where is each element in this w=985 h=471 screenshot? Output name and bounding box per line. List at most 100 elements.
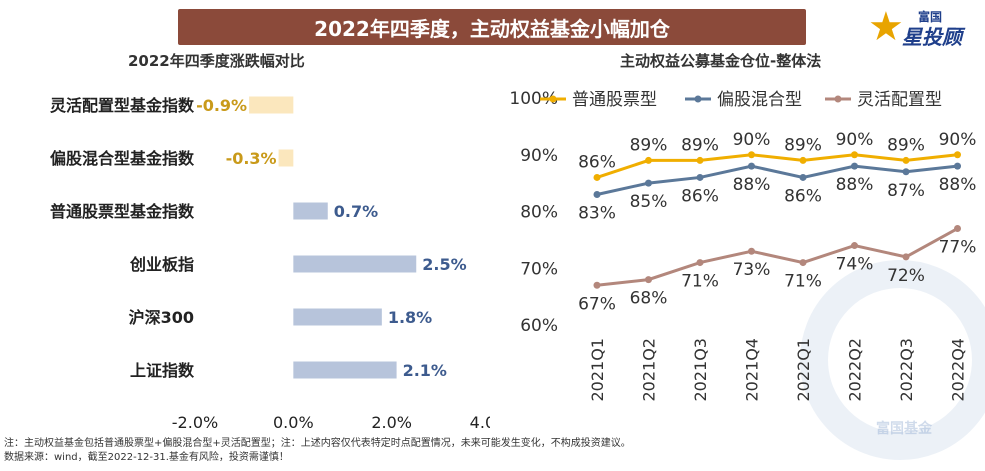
point-2-6 (902, 253, 910, 261)
data-label: 72% (887, 266, 925, 286)
bar-3 (293, 255, 417, 273)
bar-0 (249, 96, 294, 114)
data-label: 86% (578, 152, 616, 172)
category-label: 普通股票型基金指数 (50, 202, 195, 221)
bar-value-label: 0.7% (334, 202, 378, 221)
data-label: 83% (578, 203, 616, 223)
x-tick-label: -2.0% (172, 413, 218, 432)
y-tick-label: 60% (520, 316, 558, 336)
x-tick-label: 2021Q2 (640, 338, 659, 402)
logo-main-text: 星投顾 (902, 25, 962, 49)
point-0-0 (593, 173, 601, 181)
point-0-2 (696, 156, 704, 164)
x-tick-label: 2021Q3 (691, 338, 710, 402)
point-2-1 (645, 276, 652, 284)
data-label: 89% (784, 135, 822, 155)
point-1-4 (799, 173, 807, 181)
data-label: 89% (887, 135, 925, 155)
data-label: 88% (733, 175, 771, 195)
point-2-7 (954, 225, 961, 233)
legend-marker (834, 95, 842, 103)
legend-marker (694, 95, 702, 103)
x-tick-label: 4.0% (470, 413, 490, 432)
bar-value-label: 1.8% (388, 308, 432, 327)
bar-value-label: 2.5% (422, 255, 466, 274)
data-label: 73% (733, 260, 771, 280)
point-0-6 (902, 156, 910, 164)
legend-label: 偏股混合型 (717, 90, 802, 110)
category-label: 创业板指 (129, 255, 194, 274)
data-label: 88% (939, 175, 977, 195)
point-1-1 (645, 179, 652, 187)
point-0-1 (645, 156, 652, 164)
point-0-7 (954, 151, 961, 159)
point-2-4 (799, 259, 807, 267)
point-2-3 (748, 247, 755, 255)
point-1-6 (902, 168, 910, 176)
data-label: 89% (681, 135, 719, 155)
logo: ★ 富国 星投顾 (868, 4, 978, 50)
line-chart: 60% 70% 80% 90% 100% 86% 89% 89% 90% 89% 90% 89% 90%… (509, 89, 977, 402)
bar-4 (293, 308, 382, 326)
logo-top-text: 富国 (918, 10, 943, 24)
point-2-5 (851, 242, 858, 250)
data-label: 90% (836, 130, 874, 150)
point-2-2 (696, 259, 704, 267)
bar-value-label: 2.1% (403, 361, 447, 380)
bar-2 (293, 202, 328, 220)
x-tick-label: 2.0% (371, 413, 412, 432)
left-chart-title: 2022年四季度涨跌幅对比 (128, 52, 305, 70)
header-title: 2022年四季度，主动权益基金小幅加仓 (314, 16, 670, 41)
point-0-3 (748, 151, 755, 159)
data-label: 87% (887, 181, 925, 201)
legend-label: 灵活配置型 (857, 90, 942, 110)
point-0-4 (799, 156, 807, 164)
x-tick-label: 2022Q3 (897, 338, 916, 402)
x-tick-label: 0.0% (273, 413, 314, 432)
right-chart-title: 主动权益公募基金仓位-整体法 (620, 52, 822, 70)
point-2-0 (593, 281, 601, 289)
data-label: 89% (630, 135, 668, 155)
x-tick-label: 2021Q4 (743, 338, 762, 402)
x-tick-label: 2022Q4 (949, 338, 968, 402)
category-label: 上证指数 (130, 361, 195, 380)
watermark-text: 富国基金 (876, 421, 932, 437)
category-label: 偏股混合型基金指数 (50, 149, 195, 168)
bar-value-label: -0.9% (196, 96, 247, 115)
point-1-5 (851, 162, 858, 170)
data-label: 86% (784, 186, 822, 206)
legend-label: 普通股票型 (572, 90, 657, 110)
data-label: 90% (733, 130, 771, 150)
data-label: 77% (939, 238, 977, 258)
point-1-0 (593, 190, 601, 198)
point-0-5 (851, 151, 858, 159)
y-tick-label: 80% (520, 203, 558, 223)
data-label: 74% (836, 255, 874, 275)
data-label: 88% (836, 175, 874, 195)
bar-1 (278, 149, 294, 167)
data-label: 68% (630, 289, 668, 309)
y-tick-label: 70% (520, 259, 558, 279)
header-banner: 2022年四季度，主动权益基金小幅加仓 (178, 9, 806, 45)
series-line-2 (596, 227, 959, 287)
x-tick-label: 2022Q1 (794, 338, 813, 402)
bar-value-label: -0.3% (226, 149, 277, 168)
x-tick-label: 2021Q1 (588, 338, 607, 402)
category-label: 沪深300 (129, 308, 194, 327)
data-label: 85% (630, 192, 668, 212)
point-1-2 (696, 173, 704, 181)
x-tick-label: 2022Q2 (846, 338, 865, 402)
footnotes: 注：主动权益基金包括普通股票型+偏股混合型+灵活配置型；注：上述内容仅代表特定时… (4, 437, 631, 465)
point-1-3 (748, 162, 755, 170)
data-label: 86% (681, 186, 719, 206)
bar-5 (293, 361, 397, 379)
legend-marker (549, 95, 557, 103)
series-line-1 (596, 164, 958, 196)
y-tick-label: 100% (509, 89, 558, 109)
category-label: 灵活配置型基金指数 (50, 96, 195, 115)
y-tick-label: 90% (520, 146, 558, 166)
star-icon: ★ (868, 4, 904, 50)
footnote-line-2: 数据来源：wind，截至2022-12-31.基金有风险，投资需谨慎！ (4, 452, 289, 463)
data-label: 67% (578, 294, 616, 314)
series-line-0 (596, 153, 958, 179)
